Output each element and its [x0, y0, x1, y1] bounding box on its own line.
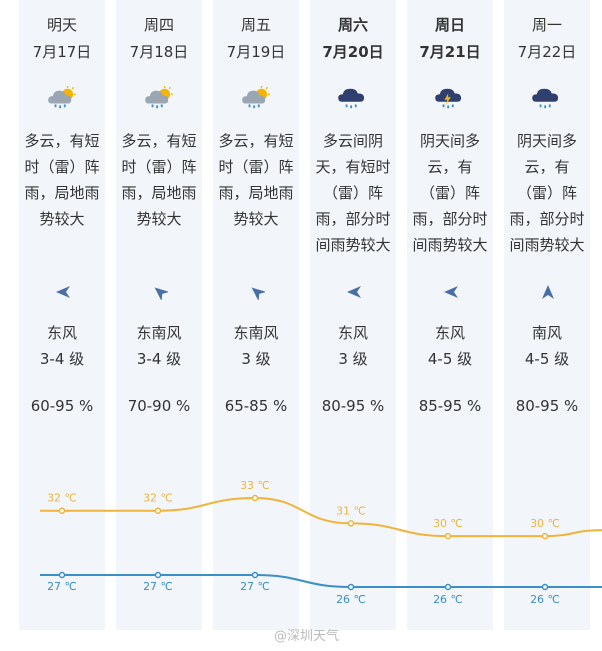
high-temp-label: 32 ℃	[143, 492, 173, 505]
day-label: 周一	[531, 16, 562, 34]
date-label: 7月21日	[419, 43, 481, 61]
cloud-sun-rain-icon	[48, 86, 76, 109]
wind-level: 3 级	[241, 350, 271, 368]
date-label: 7月22日	[517, 43, 577, 61]
wind-direction: 东南风	[233, 324, 279, 342]
wind-level: 3-4 级	[39, 350, 85, 368]
low-temp-point	[444, 583, 452, 591]
date-label: 7月19日	[226, 43, 286, 61]
day-label: 周六	[337, 16, 368, 34]
high-temp-point	[251, 494, 259, 502]
forecast-day-column: 周四 7月18日多云，有短时（雷）阵雨，局地雨势较大东南风 3-4 级 70-90 %	[116, 0, 202, 630]
day-label: 周日	[434, 16, 465, 34]
weather-description: 阴天间多云，有（雷）阵雨，部分时间雨势较大	[412, 132, 488, 254]
arrow-southeast-icon	[154, 287, 168, 300]
day-label: 周四	[143, 16, 174, 34]
low-temp-line	[40, 573, 602, 589]
low-temp-label: 27 ℃	[47, 580, 77, 593]
wind-level: 4-5 级	[427, 350, 473, 368]
forecast-day-column: 明天 7月17日多云，有短时（雷）阵雨，局地雨势较大东风 3-4 级 60-95 %	[19, 0, 105, 630]
low-temp-point	[541, 583, 549, 591]
high-temp-label: 33 ℃	[240, 479, 270, 492]
low-temp-point	[251, 571, 259, 579]
cloud-rain-icon	[338, 88, 365, 109]
date-label: 7月17日	[32, 43, 92, 61]
day-label: 明天	[46, 16, 77, 34]
humidity: 80-95 %	[515, 397, 579, 415]
low-temp-point	[58, 571, 66, 579]
humidity: 80-95 %	[321, 397, 385, 415]
arrow-east-icon	[444, 286, 458, 298]
wind-direction: 东南风	[136, 324, 182, 342]
forecast-day-column: 周一 7月22日阴天间多云，有（雷）阵雨，部分时间雨势较大南风 4-5 级 80-95…	[504, 0, 590, 630]
weather-description: 多云，有短时（雷）阵雨，局地雨势较大	[24, 132, 100, 228]
cloud-rain-icon	[532, 88, 559, 109]
day-label: 周五	[240, 16, 271, 34]
date-label: 7月18日	[129, 43, 189, 61]
weather-description: 阴天间多云，有（雷）阵雨，部分时间雨势较大	[509, 132, 585, 254]
arrow-east-icon	[347, 286, 361, 298]
high-temp-point	[541, 532, 549, 540]
high-temp-label: 30 ℃	[433, 517, 463, 530]
cloud-thunder-rain-icon	[435, 88, 462, 109]
wind-level: 4-5 级	[524, 350, 570, 368]
humidity: 60-95 %	[30, 397, 94, 415]
high-temp-point	[444, 532, 452, 540]
low-temp-point	[154, 571, 162, 579]
high-temp-point	[58, 507, 66, 514]
high-temp-label: 31 ℃	[336, 504, 366, 517]
humidity: 70-90 %	[127, 397, 191, 415]
low-temp-label: 27 ℃	[240, 580, 270, 593]
humidity: 85-95 %	[418, 397, 482, 415]
high-temp-label: 30 ℃	[530, 517, 560, 530]
arrow-south-icon	[542, 285, 554, 299]
cloud-sun-rain-icon	[242, 86, 270, 109]
high-temp-point	[347, 520, 355, 527]
low-temp-label: 27 ℃	[143, 580, 173, 593]
watermark: @深圳天气	[274, 629, 340, 644]
arrow-east-icon	[56, 286, 70, 298]
high-temp-line	[40, 496, 602, 538]
high-temp-label: 32 ℃	[47, 492, 77, 505]
date-label: 7月20日	[322, 43, 384, 61]
forecast-day-column: 周五 7月19日多云，有短时（雷）阵雨，局地雨势较大东南风 3 级 65-85 %	[213, 0, 299, 630]
wind-level: 3 级	[338, 350, 368, 368]
low-temp-label: 26 ℃	[530, 593, 560, 606]
high-temp-point	[154, 507, 162, 514]
low-temp-point	[347, 583, 355, 591]
wind-direction: 南风	[531, 324, 562, 342]
weather-description: 多云，有短时（雷）阵雨，局地雨势较大	[121, 132, 197, 228]
arrow-southeast-icon	[251, 287, 265, 300]
wind-direction: 东风	[434, 324, 465, 342]
humidity: 65-85 %	[224, 397, 288, 415]
wind-direction: 东风	[46, 324, 77, 342]
forecast-day-column: 周日 7月21日阴天间多云，有（雷）阵雨，部分时间雨势较大东风 4-5 级 85-95…	[407, 0, 493, 630]
low-temp-label: 26 ℃	[336, 593, 366, 606]
wind-level: 3-4 级	[136, 350, 182, 368]
cloud-sun-rain-icon	[145, 86, 173, 109]
low-temp-label: 26 ℃	[433, 593, 463, 606]
wind-direction: 东风	[337, 324, 368, 342]
weather-description: 多云，有短时（雷）阵雨，局地雨势较大	[218, 132, 294, 228]
weather-description: 多云间阴天，有短时（雷）阵雨，部分时间雨势较大	[315, 132, 391, 254]
